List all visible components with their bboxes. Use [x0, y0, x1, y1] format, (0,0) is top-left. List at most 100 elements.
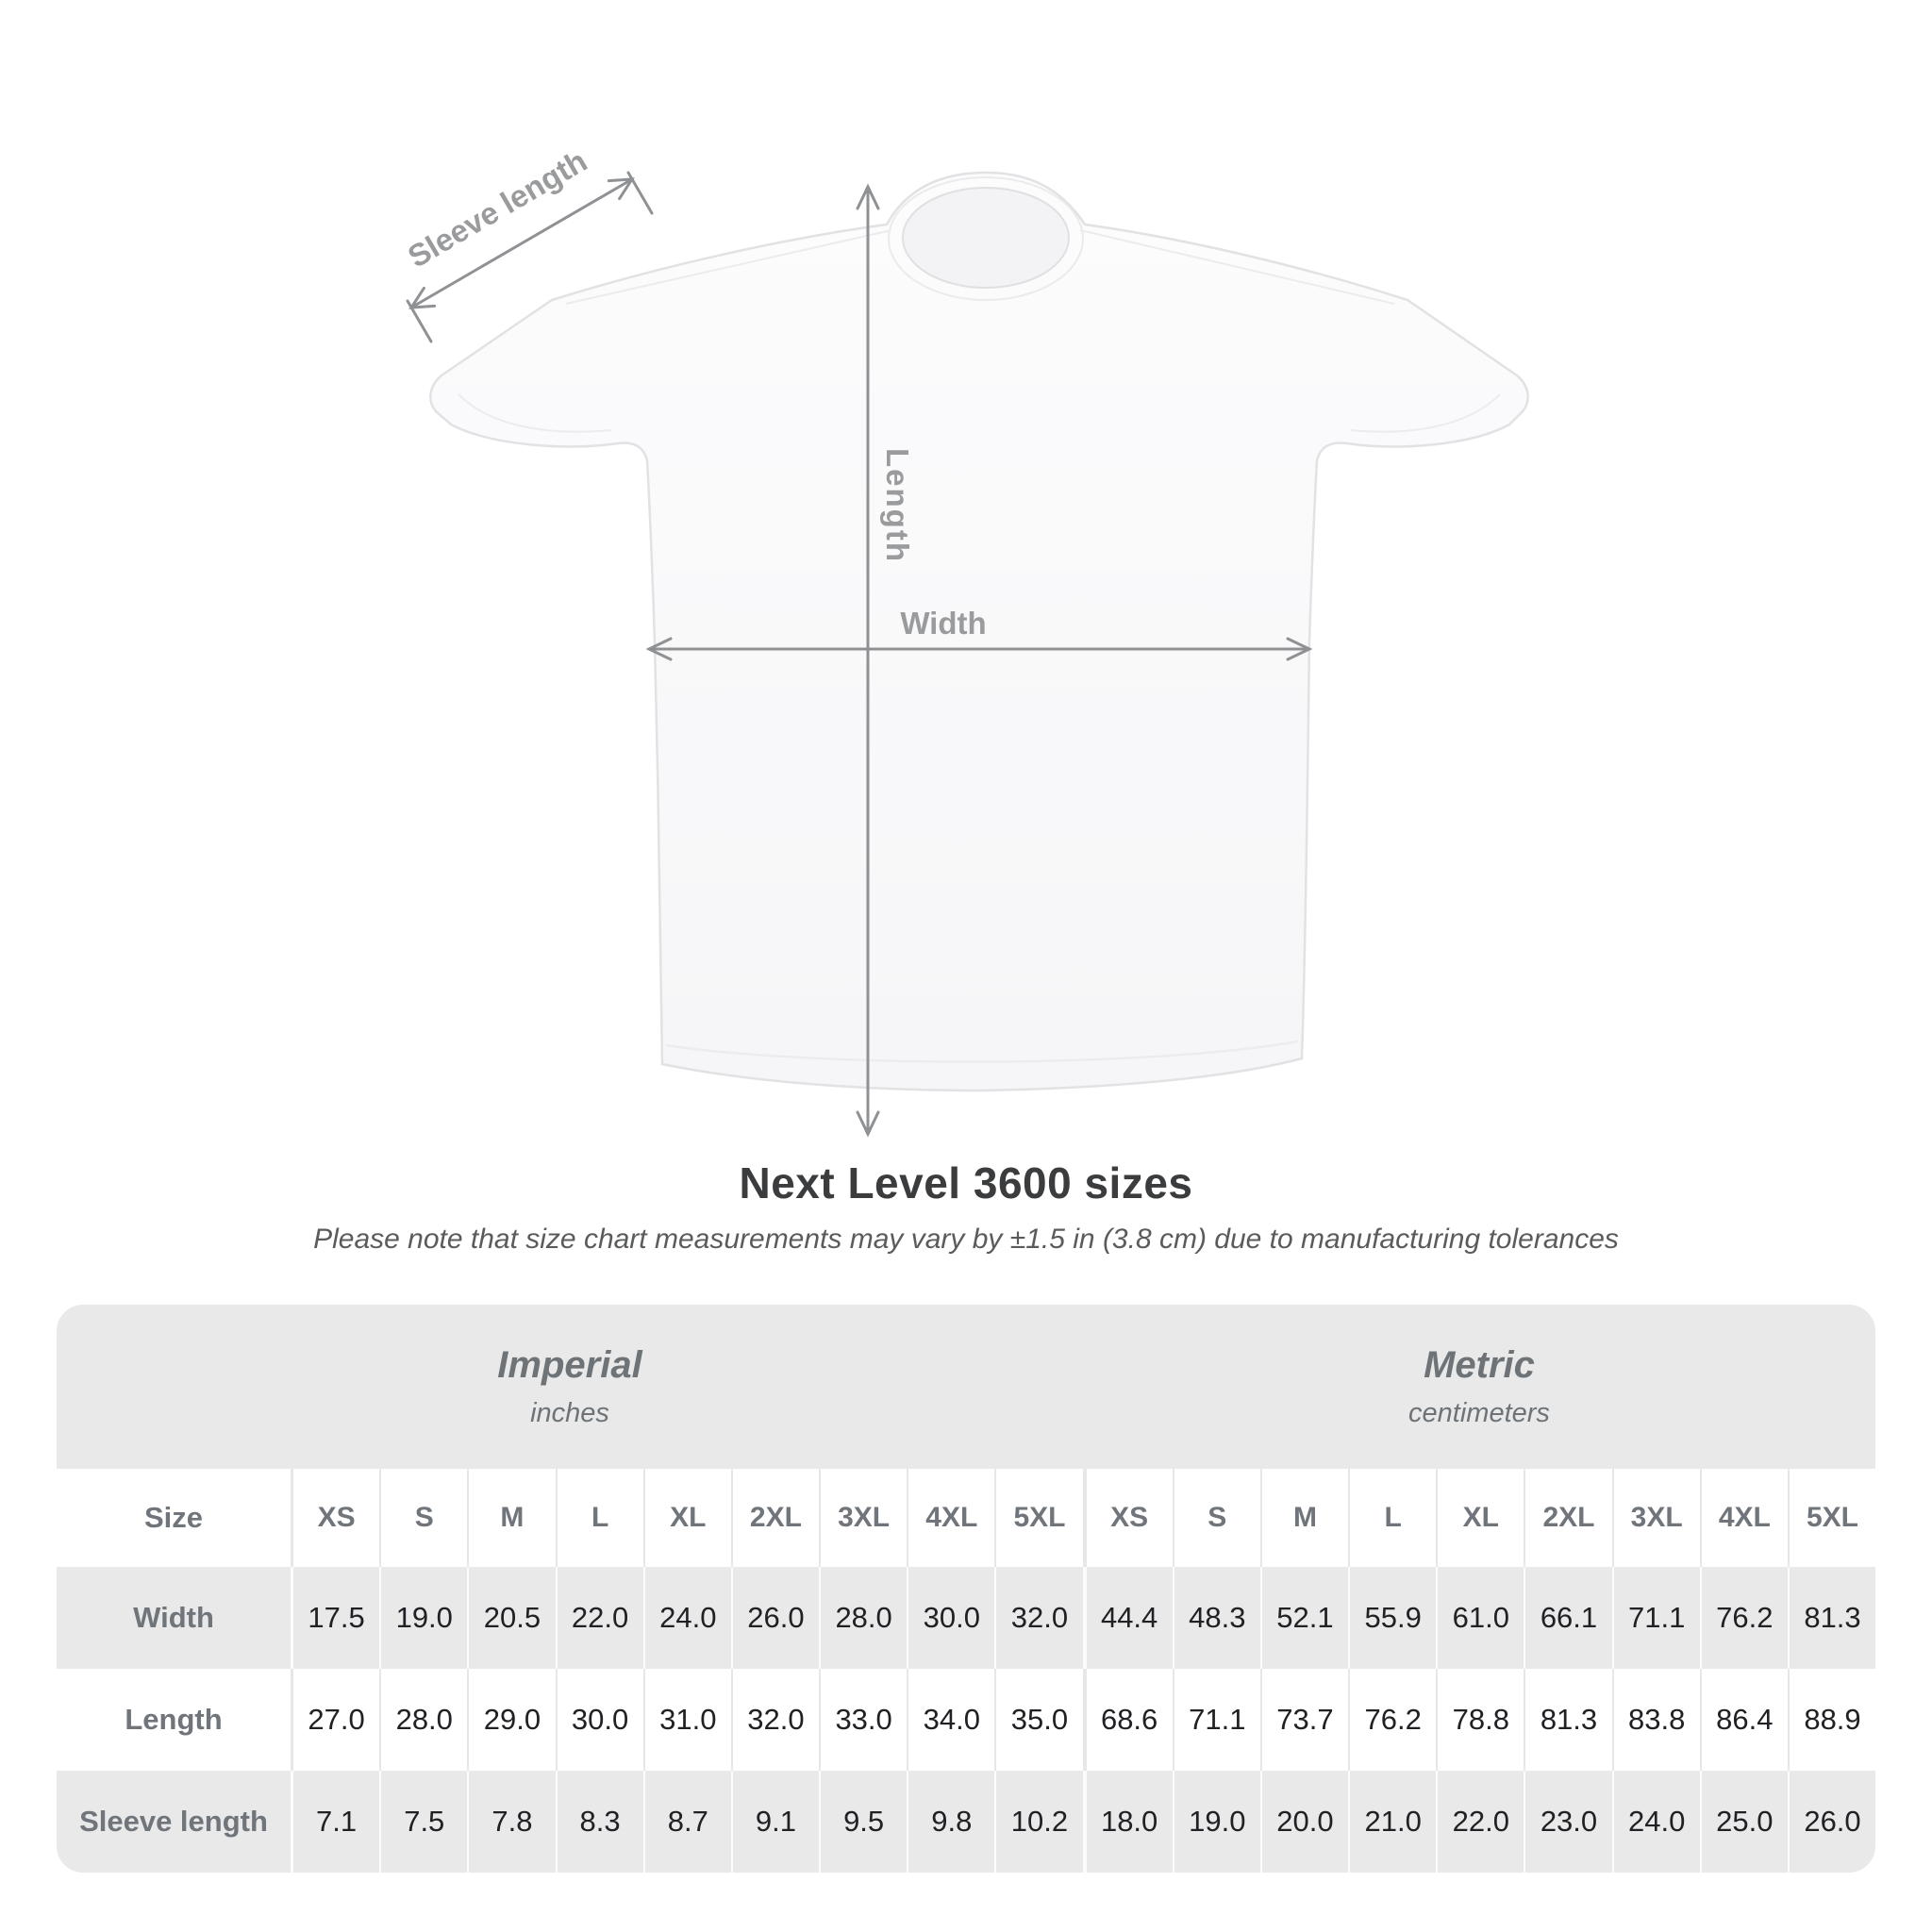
value-width-metric-3xl: 71.1 — [1611, 1567, 1700, 1669]
value-sleeve-length-imperial-3xl: 9.5 — [819, 1771, 907, 1873]
value-length-imperial-m: 29.0 — [467, 1669, 555, 1771]
value-width-imperial-m: 20.5 — [467, 1567, 555, 1669]
width-arrow — [645, 637, 1313, 661]
size-header-imperial-s: S — [379, 1469, 467, 1567]
row-label-width: Width — [133, 1601, 214, 1634]
value-length-imperial-xs: 27.0 — [291, 1669, 379, 1771]
value-width-metric-s: 48.3 — [1172, 1567, 1260, 1669]
measurement-annotations — [406, 171, 1313, 1138]
sleeve-length-arrow — [406, 171, 654, 343]
bottom-hem-seam — [665, 1040, 1299, 1063]
value-length-metric-xl: 78.8 — [1436, 1669, 1524, 1771]
unit-band: Imperial inches Metric centimeters — [57, 1305, 1875, 1469]
size-column-header: Size — [143, 1501, 204, 1534]
row-label-length: Length — [125, 1703, 223, 1736]
shoulder-seam-left — [565, 229, 892, 305]
length-label: Length — [880, 448, 915, 563]
value-sleeve-length-imperial-4xl: 9.8 — [907, 1771, 994, 1873]
tshirt-measurement-diagram: Sleeve length Length Width — [402, 142, 1529, 1138]
value-width-metric-m: 52.1 — [1259, 1567, 1348, 1669]
size-header-metric-m: M — [1259, 1469, 1348, 1567]
value-length-metric-m: 73.7 — [1259, 1669, 1348, 1771]
table-row-length: Length 27.0 28.0 29.0 30.0 31.0 32.0 33.0 34.0 35… — [57, 1669, 1875, 1771]
value-sleeve-length-metric-2xl: 23.0 — [1524, 1771, 1611, 1873]
size-header-metric-l: L — [1348, 1469, 1436, 1567]
value-sleeve-length-metric-s: 19.0 — [1172, 1771, 1260, 1873]
size-header-metric-s: S — [1172, 1469, 1260, 1567]
collar-ribbing-seam — [888, 176, 1084, 301]
value-sleeve-length-imperial-l: 8.3 — [555, 1771, 643, 1873]
value-sleeve-length-metric-xl: 22.0 — [1436, 1771, 1524, 1873]
value-length-metric-5xl: 88.9 — [1787, 1669, 1875, 1771]
size-header-imperial-m: M — [467, 1469, 555, 1567]
size-header-imperial-5xl: 5XL — [994, 1469, 1082, 1567]
metric-unit: centimeters — [1408, 1398, 1550, 1428]
page-title: Next Level 3600 sizes — [739, 1158, 1193, 1208]
sleeve-length-label: Sleeve length — [402, 142, 592, 274]
value-width-imperial-xl: 24.0 — [642, 1567, 731, 1669]
size-header-metric-xl: XL — [1436, 1469, 1524, 1567]
value-width-imperial-3xl: 28.0 — [819, 1567, 907, 1669]
unit-group-metric: Metric centimeters — [1083, 1305, 1875, 1469]
value-width-metric-2xl: 66.1 — [1524, 1567, 1611, 1669]
sleeve-hem-seam-left — [458, 393, 612, 433]
value-width-imperial-2xl: 26.0 — [730, 1567, 819, 1669]
size-header-imperial-3xl: 3XL — [819, 1469, 907, 1567]
table-row-sleeve-length: Sleeve length 7.1 7.5 7.8 8.3 8.7 9.1 9.5 9.8 10.… — [57, 1771, 1875, 1873]
size-table: Imperial inches Metric centimeters Size X… — [57, 1305, 1875, 1873]
value-width-imperial-xs: 17.5 — [291, 1567, 379, 1669]
metric-title: Metric — [1424, 1344, 1535, 1386]
value-width-imperial-l: 22.0 — [555, 1567, 643, 1669]
value-width-metric-5xl: 81.3 — [1787, 1567, 1875, 1669]
value-length-metric-2xl: 81.3 — [1524, 1669, 1611, 1771]
size-header-metric-4xl: 4XL — [1699, 1469, 1788, 1567]
imperial-title: Imperial — [497, 1344, 642, 1386]
size-header-imperial-2xl: 2XL — [730, 1469, 819, 1567]
value-length-imperial-4xl: 34.0 — [907, 1669, 994, 1771]
value-length-imperial-2xl: 32.0 — [730, 1669, 819, 1771]
table-row-width: Width 17.5 19.0 20.5 22.0 24.0 26.0 28.0 30.0 32.… — [57, 1567, 1875, 1669]
value-length-imperial-3xl: 33.0 — [819, 1669, 907, 1771]
sleeve-hem-seam-right — [1350, 393, 1501, 433]
row-label-sleeve-length: Sleeve length — [79, 1805, 268, 1838]
value-length-metric-xs: 68.6 — [1082, 1669, 1173, 1771]
value-sleeve-length-imperial-xl: 8.7 — [642, 1771, 731, 1873]
size-header-imperial-l: L — [555, 1469, 643, 1567]
size-header-row: Size XS S M L XL 2XL 3XL 4XL 5XL XS S M L XL 2XL 3XL 4XL 5… — [57, 1469, 1875, 1567]
value-length-imperial-s: 28.0 — [379, 1669, 467, 1771]
value-sleeve-length-metric-3xl: 24.0 — [1611, 1771, 1700, 1873]
tolerance-note: Please note that size chart measurements… — [313, 1224, 1619, 1255]
size-header-metric-xs: XS — [1082, 1469, 1173, 1567]
value-width-metric-4xl: 76.2 — [1699, 1567, 1788, 1669]
value-length-metric-l: 76.2 — [1348, 1669, 1436, 1771]
value-length-imperial-5xl: 35.0 — [994, 1669, 1082, 1771]
value-length-metric-4xl: 86.4 — [1699, 1669, 1788, 1771]
value-length-metric-s: 71.1 — [1172, 1669, 1260, 1771]
size-header-metric-5xl: 5XL — [1787, 1469, 1875, 1567]
value-sleeve-length-imperial-xs: 7.1 — [291, 1771, 379, 1873]
value-width-imperial-s: 19.0 — [379, 1567, 467, 1669]
value-sleeve-length-imperial-s: 7.5 — [379, 1771, 467, 1873]
unit-group-imperial: Imperial inches — [57, 1305, 1083, 1469]
value-sleeve-length-imperial-m: 7.8 — [467, 1771, 555, 1873]
shoulder-seam-right — [1079, 229, 1395, 305]
value-sleeve-length-metric-4xl: 25.0 — [1699, 1771, 1788, 1873]
length-arrow — [856, 183, 880, 1138]
imperial-unit: inches — [530, 1398, 609, 1428]
size-header-imperial-xl: XL — [642, 1469, 731, 1567]
value-length-metric-3xl: 83.8 — [1611, 1669, 1700, 1771]
t-shirt-body — [429, 171, 1529, 1092]
collar-opening — [902, 187, 1070, 289]
size-header-imperial-xs: XS — [291, 1469, 379, 1567]
value-sleeve-length-metric-m: 20.0 — [1259, 1771, 1348, 1873]
width-label: Width — [900, 606, 986, 641]
value-sleeve-length-metric-l: 21.0 — [1348, 1771, 1436, 1873]
value-length-imperial-l: 30.0 — [555, 1669, 643, 1771]
value-width-metric-xs: 44.4 — [1082, 1567, 1173, 1669]
value-width-imperial-5xl: 32.0 — [994, 1567, 1082, 1669]
value-sleeve-length-imperial-5xl: 10.2 — [994, 1771, 1082, 1873]
value-sleeve-length-metric-5xl: 26.0 — [1787, 1771, 1875, 1873]
value-sleeve-length-metric-xs: 18.0 — [1082, 1771, 1173, 1873]
size-header-imperial-4xl: 4XL — [907, 1469, 994, 1567]
